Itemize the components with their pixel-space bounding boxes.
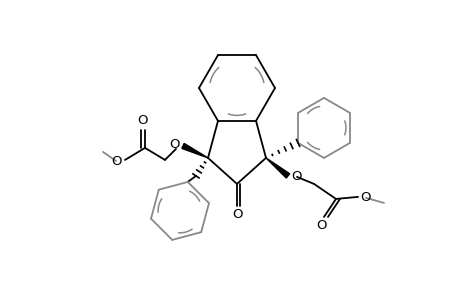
Polygon shape (265, 158, 289, 178)
Text: O: O (232, 208, 243, 221)
Text: O: O (169, 138, 180, 152)
Text: O: O (316, 219, 326, 232)
Polygon shape (181, 143, 207, 158)
Text: O: O (112, 155, 122, 168)
Text: O: O (137, 114, 148, 128)
Text: O: O (360, 191, 370, 204)
Text: O: O (291, 170, 302, 183)
